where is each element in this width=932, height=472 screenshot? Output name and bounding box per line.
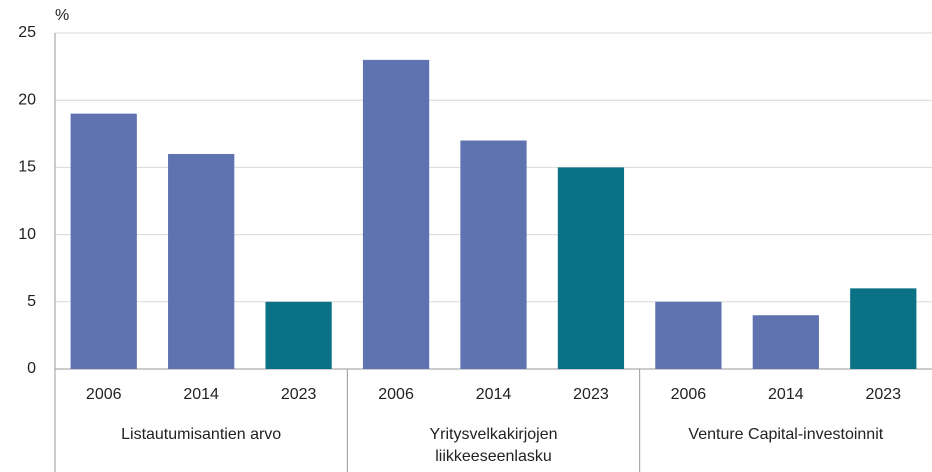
bar (655, 301, 722, 369)
bar (70, 113, 137, 369)
bar (460, 140, 527, 369)
x-tick-label: 2014 (183, 386, 219, 403)
x-tick-label: 2006 (671, 386, 707, 403)
x-tick-label: 2014 (476, 386, 512, 403)
group-label: Yritysvelkakirjojen liikkeeseenlasku (429, 426, 558, 465)
bar (557, 167, 625, 369)
bar (168, 153, 235, 369)
x-tick-label: 2006 (378, 386, 414, 403)
y-tick-label: 5 (27, 293, 36, 310)
y-tick-label: 0 (27, 360, 36, 377)
group-label: Venture Capital-investoinnit (688, 426, 884, 443)
y-tick-label: 15 (18, 159, 36, 176)
group-label: Listautumisantien arvo (121, 426, 282, 443)
bar (752, 315, 819, 369)
y-unit: % (55, 7, 69, 24)
bar (362, 59, 430, 369)
y-tick-label: 20 (18, 91, 36, 108)
x-tick-label: 2006 (86, 386, 122, 403)
y-tick-label: 25 (18, 24, 36, 41)
x-tick-label: 2023 (281, 386, 317, 403)
bar (850, 288, 917, 369)
x-tick-label: 2023 (865, 386, 901, 403)
y-tick-label: 10 (18, 226, 36, 243)
x-tick-label: 2023 (573, 386, 609, 403)
x-tick-label: 2014 (768, 386, 804, 403)
bar (265, 301, 332, 369)
